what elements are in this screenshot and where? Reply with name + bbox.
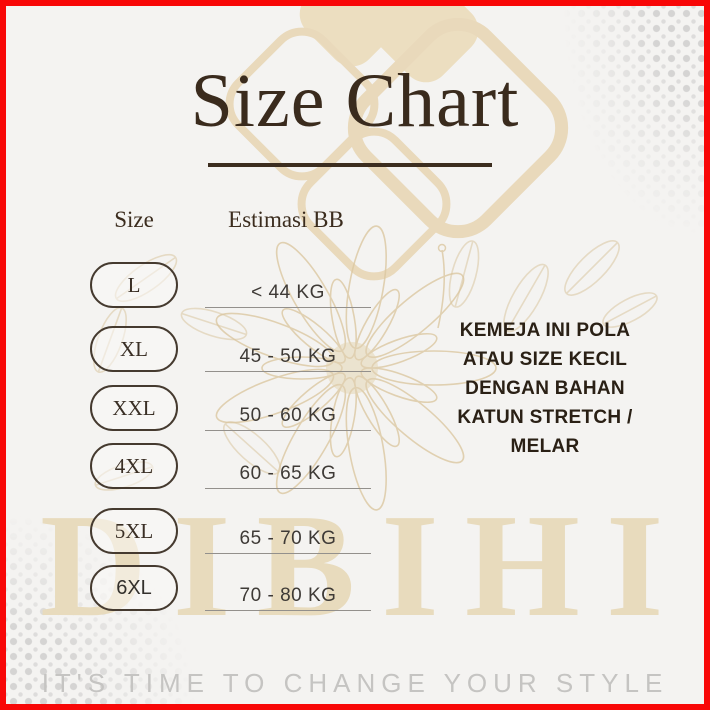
table-row: L < 44 KG [6,262,426,309]
size-label: XXL [112,395,156,420]
table-row: XL 45 - 50 KG [6,326,426,373]
halftone-dots-top-right [514,6,704,316]
size-label: 6XL [116,576,152,599]
decor-layer [93,6,658,511]
weight-value: < 44 KG [205,264,371,308]
size-pill: 5XL [90,508,178,554]
table-row: 5XL 65 - 70 KG [6,508,426,555]
size-label: L [127,272,141,297]
size-pill: 6XL [90,565,178,611]
size-pill: L [90,262,178,308]
size-pill: XL [90,326,178,372]
column-header-size: Size [114,207,154,232]
tagline: IT'S TIME TO CHANGE YOUR STYLE [41,668,669,698]
product-note: KEMEJA INI POLA ATAU SIZE KECIL DENGAN B… [457,320,633,457]
weight-value: 70 - 80 KG [205,567,371,611]
size-pill: 4XL [90,443,178,489]
table-row: 6XL 70 - 80 KG [6,565,426,612]
flower-watermark-icon [215,225,497,511]
title-underline [208,163,492,167]
size-label: 5XL [114,518,154,543]
weight-value: 60 - 65 KG [205,445,371,489]
table-row: 4XL 60 - 65 KG [6,443,426,490]
weight-value: 65 - 70 KG [205,510,371,554]
column-header-estimasi-bb: Estimasi BB [228,207,344,232]
weight-value: 50 - 60 KG [205,387,371,431]
page-title: Size Chart [190,59,520,143]
table-row: XXL 50 - 60 KG [6,385,426,432]
size-label: 4XL [114,453,154,478]
size-label: XL [120,336,148,361]
size-pill: XXL [90,385,178,431]
weight-value: 45 - 50 KG [205,328,371,372]
